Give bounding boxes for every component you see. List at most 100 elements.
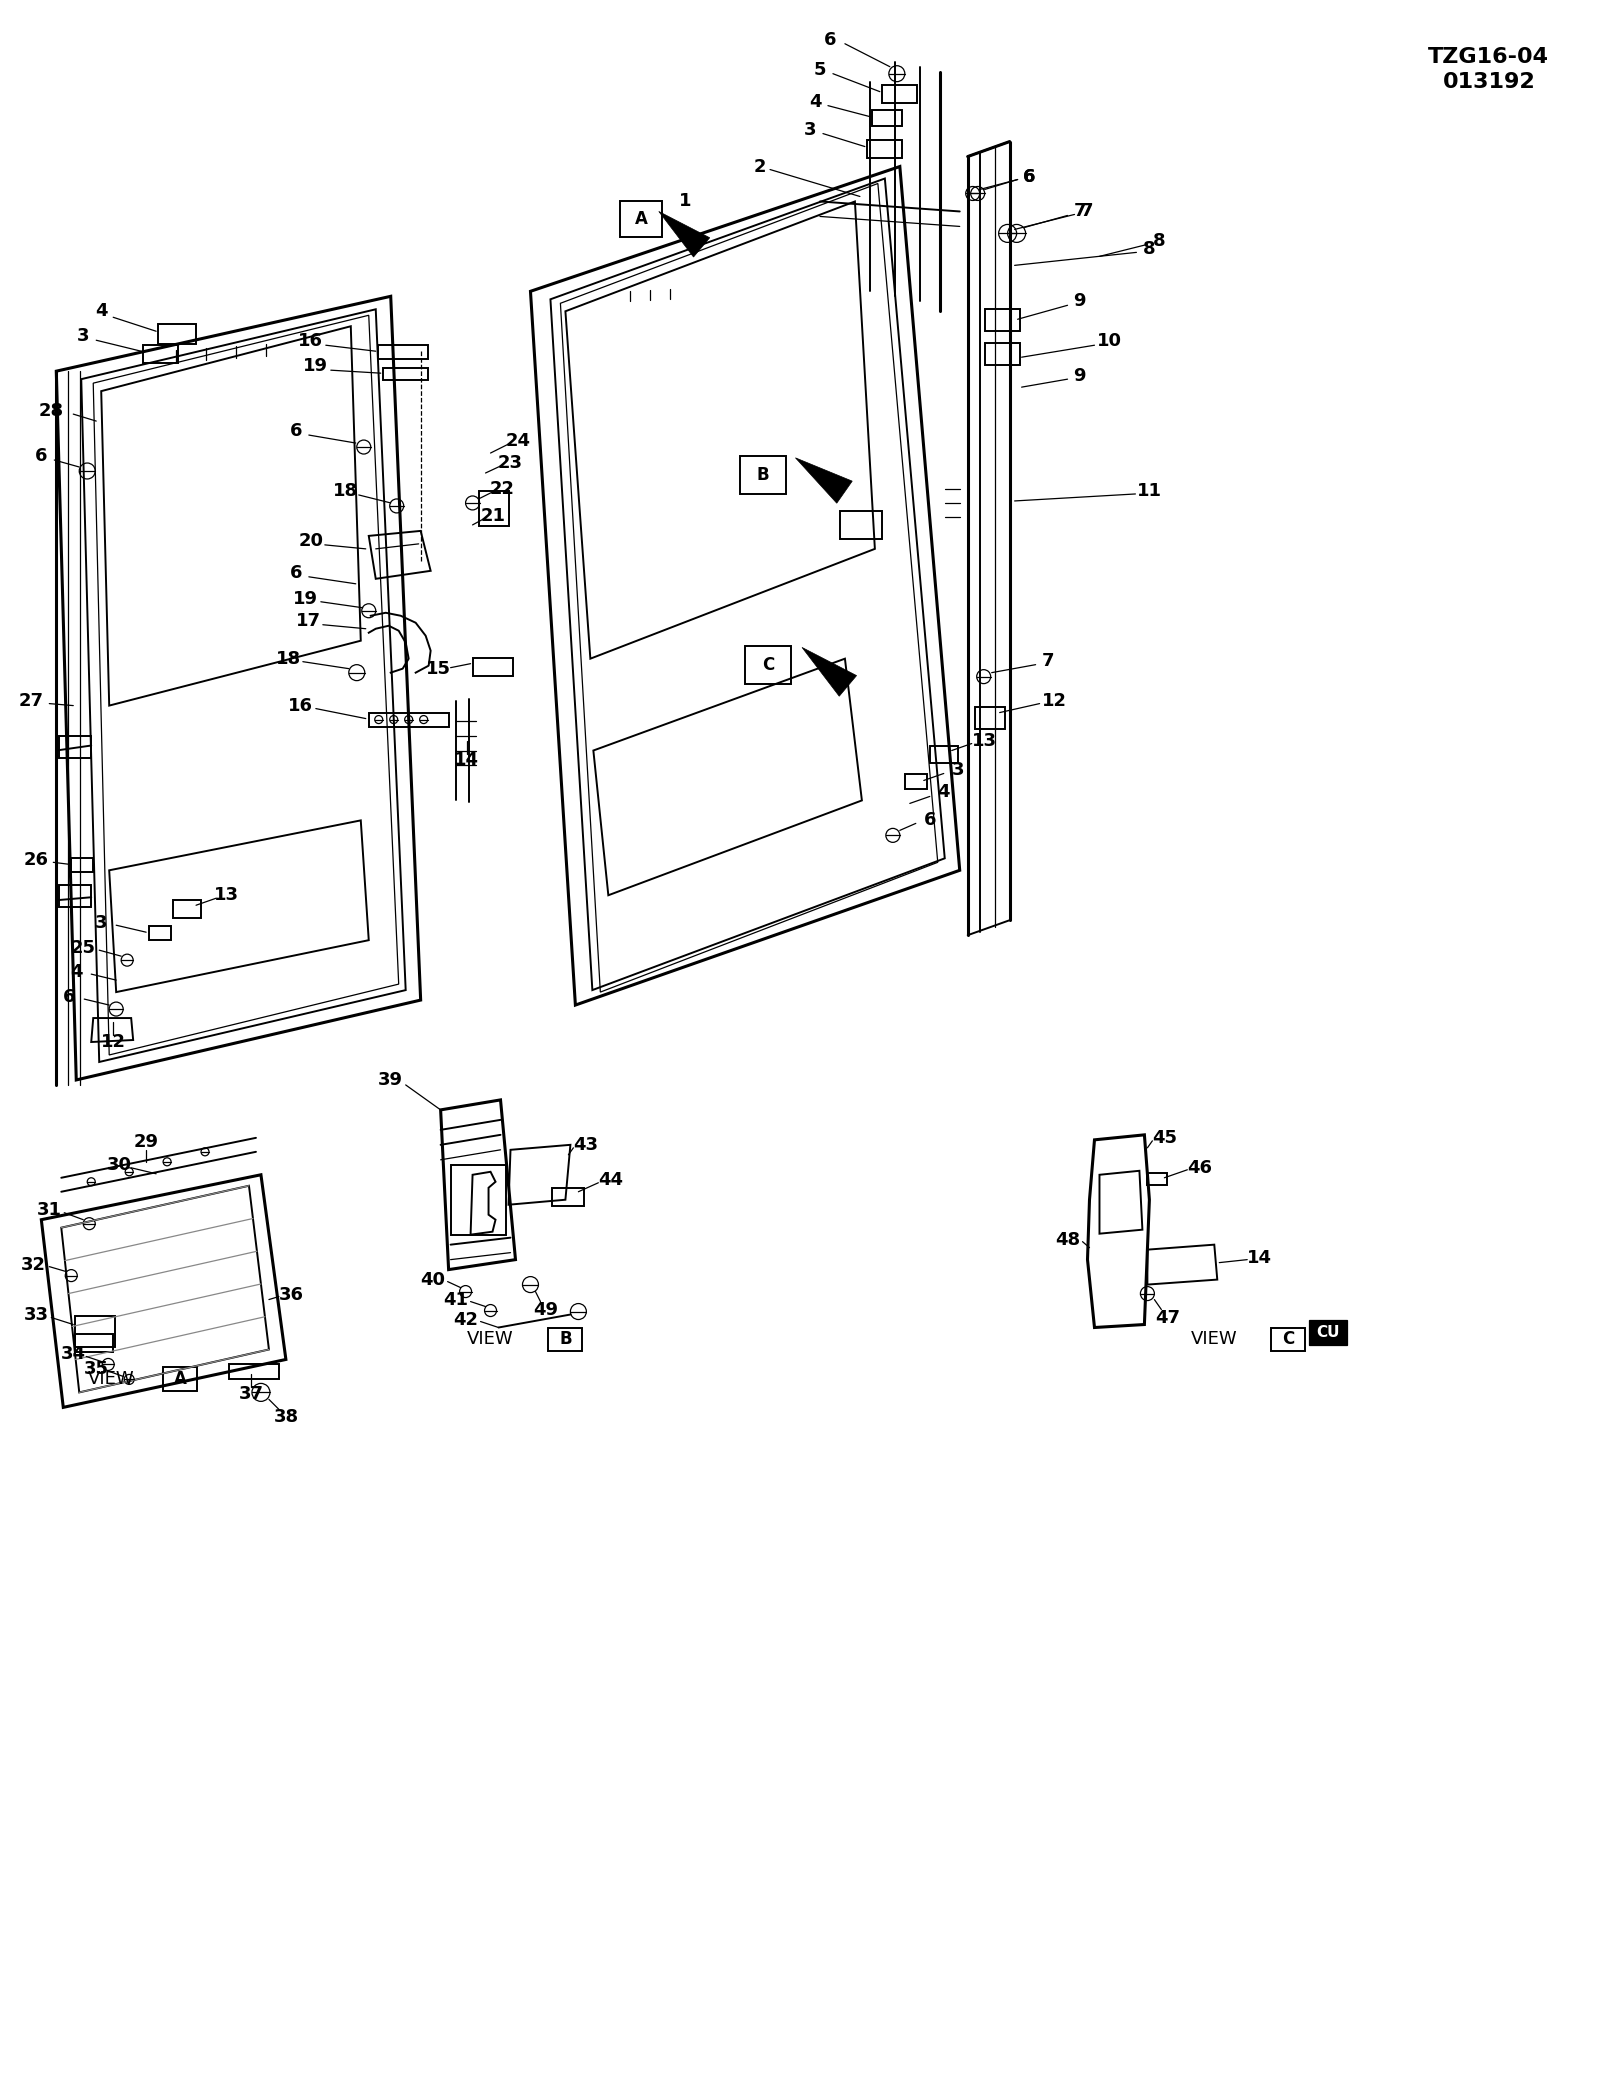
Text: 3: 3 bbox=[94, 914, 107, 933]
Text: 30: 30 bbox=[107, 1155, 131, 1174]
Text: 17: 17 bbox=[296, 611, 322, 630]
Bar bbox=[1309, 1320, 1347, 1345]
Bar bbox=[229, 1364, 278, 1379]
Text: 4: 4 bbox=[94, 301, 107, 320]
Text: 3: 3 bbox=[952, 761, 963, 780]
Text: 14: 14 bbox=[454, 751, 478, 770]
Text: 40: 40 bbox=[421, 1270, 445, 1289]
Bar bbox=[59, 885, 91, 908]
Text: 41: 41 bbox=[443, 1291, 469, 1310]
Bar bbox=[72, 858, 93, 872]
Text: 36: 36 bbox=[278, 1287, 304, 1303]
Polygon shape bbox=[659, 211, 710, 257]
Bar bbox=[472, 657, 512, 676]
Text: VIEW: VIEW bbox=[1190, 1331, 1237, 1349]
Text: 13: 13 bbox=[973, 732, 997, 749]
Text: CU: CU bbox=[1317, 1324, 1339, 1341]
Text: 28: 28 bbox=[38, 402, 64, 420]
Bar bbox=[173, 900, 202, 918]
Text: 18: 18 bbox=[277, 651, 301, 667]
Text: 2: 2 bbox=[754, 157, 766, 176]
Text: 43: 43 bbox=[573, 1136, 598, 1155]
Text: C: C bbox=[1282, 1331, 1294, 1349]
Text: 20: 20 bbox=[298, 531, 323, 550]
Text: B: B bbox=[757, 467, 770, 483]
Text: 33: 33 bbox=[24, 1305, 50, 1324]
Text: 9: 9 bbox=[1074, 368, 1086, 385]
Text: 013192: 013192 bbox=[1443, 71, 1534, 92]
Bar bbox=[1147, 1174, 1168, 1184]
Bar bbox=[59, 736, 91, 757]
Text: 37: 37 bbox=[238, 1385, 264, 1404]
Bar bbox=[741, 456, 786, 494]
Bar bbox=[158, 324, 197, 345]
Text: B: B bbox=[558, 1331, 571, 1349]
Text: 19: 19 bbox=[293, 590, 318, 609]
Text: 8: 8 bbox=[1154, 232, 1166, 251]
Text: 11: 11 bbox=[1138, 481, 1162, 500]
Text: 4: 4 bbox=[938, 782, 950, 801]
Text: 16: 16 bbox=[298, 333, 323, 349]
Text: 9: 9 bbox=[1074, 293, 1086, 310]
Text: 10: 10 bbox=[1098, 333, 1122, 349]
Text: 26: 26 bbox=[24, 851, 50, 870]
Bar bbox=[974, 707, 1005, 728]
Bar bbox=[930, 745, 958, 764]
Bar bbox=[149, 927, 171, 939]
Bar bbox=[984, 343, 1019, 366]
Bar bbox=[746, 646, 790, 684]
Bar bbox=[382, 368, 427, 381]
Text: 39: 39 bbox=[378, 1071, 403, 1090]
Text: VIEW: VIEW bbox=[467, 1331, 514, 1349]
Bar bbox=[75, 1335, 114, 1351]
Text: 47: 47 bbox=[1155, 1308, 1179, 1326]
Text: 32: 32 bbox=[21, 1255, 46, 1274]
Text: 31: 31 bbox=[37, 1201, 62, 1220]
Bar bbox=[906, 774, 926, 789]
Text: 6: 6 bbox=[1024, 167, 1035, 186]
Text: 23: 23 bbox=[498, 454, 523, 473]
Text: 7: 7 bbox=[1082, 203, 1094, 220]
Bar bbox=[840, 510, 882, 540]
Text: 8: 8 bbox=[1142, 241, 1155, 259]
Text: 6: 6 bbox=[923, 812, 936, 828]
Text: 6: 6 bbox=[290, 565, 302, 582]
Text: 14: 14 bbox=[1246, 1249, 1272, 1266]
Text: 4: 4 bbox=[70, 962, 83, 981]
Text: A: A bbox=[174, 1370, 187, 1389]
Text: 3: 3 bbox=[803, 121, 816, 138]
Text: 4: 4 bbox=[808, 92, 821, 111]
Text: 21: 21 bbox=[482, 506, 506, 525]
Text: 34: 34 bbox=[61, 1345, 86, 1364]
Text: 44: 44 bbox=[598, 1172, 622, 1188]
Text: 12: 12 bbox=[101, 1033, 126, 1050]
Text: 45: 45 bbox=[1152, 1130, 1178, 1146]
Text: 49: 49 bbox=[533, 1301, 558, 1318]
Text: 38: 38 bbox=[274, 1408, 299, 1427]
Text: TZG16-04: TZG16-04 bbox=[1429, 46, 1549, 67]
Text: 6: 6 bbox=[290, 423, 302, 439]
Text: 25: 25 bbox=[70, 939, 96, 958]
Polygon shape bbox=[795, 458, 853, 504]
Text: 13: 13 bbox=[213, 887, 238, 904]
Text: 7: 7 bbox=[1074, 203, 1086, 220]
Text: 6: 6 bbox=[1024, 167, 1035, 186]
Bar bbox=[984, 310, 1019, 331]
Bar bbox=[368, 713, 448, 726]
Text: 48: 48 bbox=[1054, 1230, 1080, 1249]
Polygon shape bbox=[802, 646, 856, 697]
Bar bbox=[75, 1316, 115, 1347]
Text: 1: 1 bbox=[678, 192, 691, 211]
Text: 42: 42 bbox=[453, 1310, 478, 1328]
Bar bbox=[549, 1328, 582, 1351]
Bar bbox=[882, 84, 917, 103]
Bar bbox=[872, 109, 902, 126]
Text: 15: 15 bbox=[426, 659, 451, 678]
Bar bbox=[867, 140, 902, 157]
Text: C: C bbox=[762, 655, 774, 674]
Text: 18: 18 bbox=[333, 481, 358, 500]
Text: 27: 27 bbox=[19, 692, 43, 709]
Text: 16: 16 bbox=[288, 697, 314, 715]
Bar bbox=[1270, 1328, 1306, 1351]
Text: 3: 3 bbox=[77, 326, 90, 345]
